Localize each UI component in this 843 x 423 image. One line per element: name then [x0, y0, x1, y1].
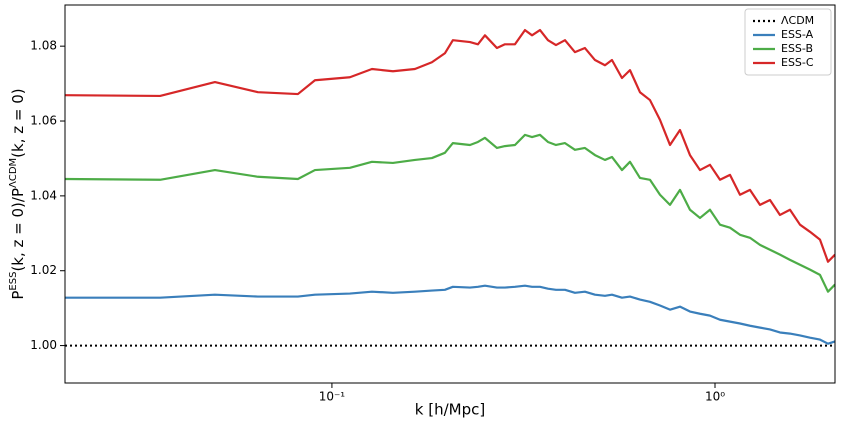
- x-tick-label: 10⁰: [705, 390, 725, 404]
- y-axis-title-part: (k, z = 0): [9, 88, 27, 157]
- y-axis-title-part: P: [9, 291, 27, 300]
- y-tick-label: 1.02: [30, 263, 57, 277]
- x-axis-title: k [h/Mpc]: [415, 401, 485, 419]
- y-tick-label: 1.00: [30, 338, 57, 352]
- y-tick-label: 1.08: [30, 39, 57, 53]
- legend-label: ΛCDM: [781, 14, 814, 27]
- y-axis-title-part: ΛCDM: [8, 158, 19, 188]
- y-axis-title-part: ESS: [8, 272, 19, 291]
- series-line: [65, 284, 835, 345]
- legend-box: [744, 8, 832, 76]
- y-tick-label: 1.04: [30, 188, 57, 202]
- series-line: [65, 28, 835, 263]
- x-tick-label: 10⁻¹: [319, 390, 346, 404]
- plot-frame: [64, 4, 836, 384]
- y-axis-title: PESS(k, z = 0)/PΛCDM(k, z = 0): [8, 88, 27, 299]
- legend-label: ESS-A: [781, 28, 814, 41]
- legend-label: ESS-C: [781, 56, 814, 69]
- series-line: [65, 133, 835, 293]
- legend-label: ESS-B: [781, 42, 813, 55]
- y-tick-label: 1.06: [30, 114, 57, 128]
- y-axis-title-part: (k, z = 0)/P: [9, 188, 27, 272]
